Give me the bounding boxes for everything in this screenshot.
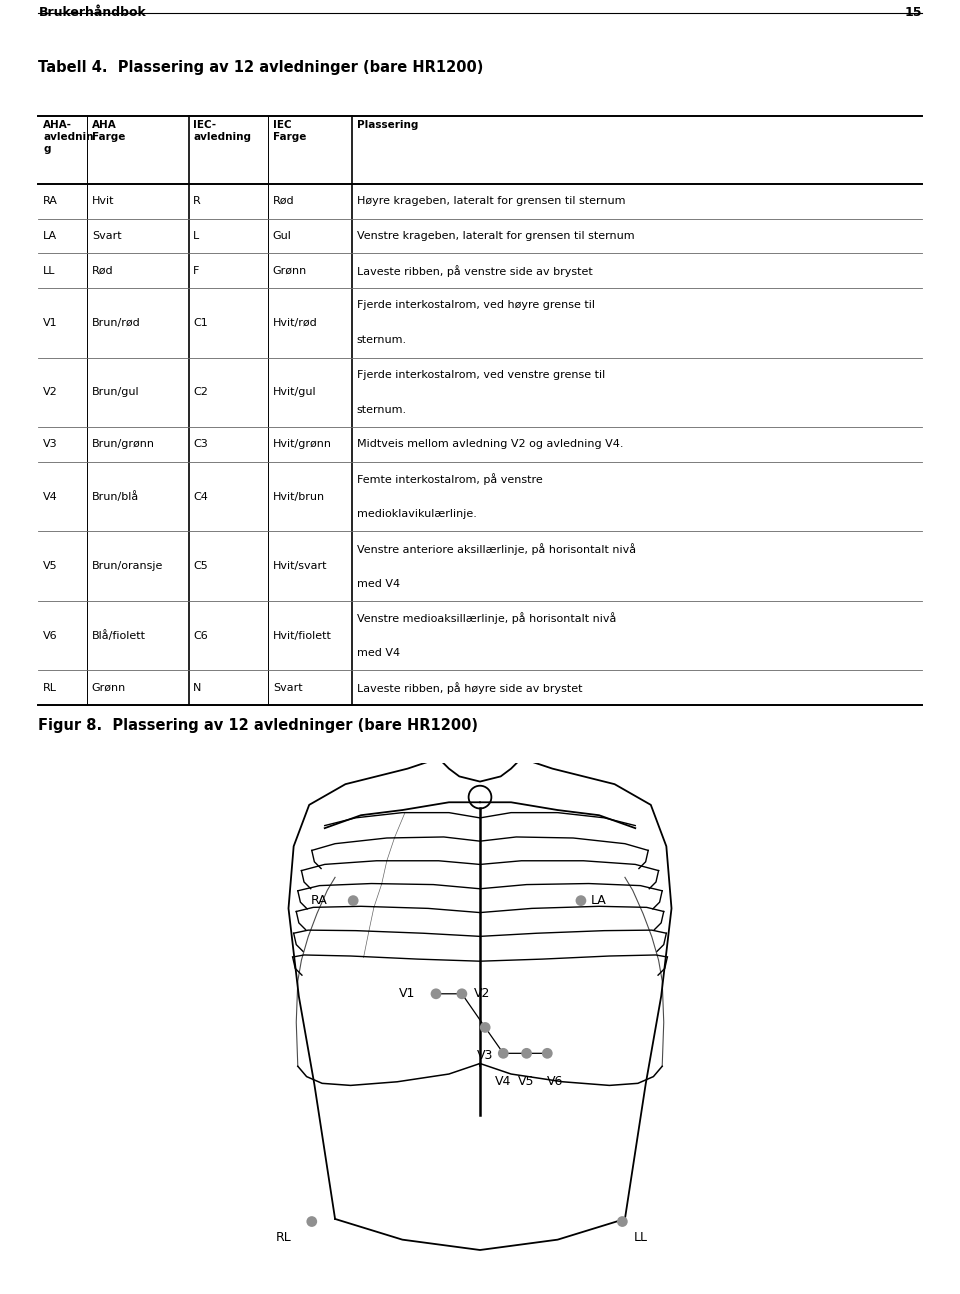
Text: Grønn: Grønn — [92, 683, 126, 692]
Text: Høyre krageben, lateralt for grensen til sternum: Høyre krageben, lateralt for grensen til… — [357, 197, 625, 206]
Text: Svart: Svart — [92, 230, 121, 241]
Text: C5: C5 — [193, 562, 208, 571]
Text: C3: C3 — [193, 440, 208, 449]
Text: Svart: Svart — [273, 683, 302, 692]
Text: Rød: Rød — [273, 197, 295, 206]
Point — [428, 983, 444, 1004]
Point — [495, 1043, 511, 1064]
Point — [573, 890, 588, 911]
Text: Brukerhåndbok: Brukerhåndbok — [38, 5, 146, 19]
Text: Plassering: Plassering — [357, 120, 419, 131]
Text: LA: LA — [43, 230, 58, 241]
Text: V3: V3 — [43, 440, 58, 449]
Text: Hvit/brun: Hvit/brun — [273, 492, 324, 502]
Text: V4: V4 — [43, 492, 58, 502]
Text: V2: V2 — [474, 987, 491, 1000]
Point — [454, 983, 469, 1004]
Text: L: L — [193, 230, 200, 241]
Text: Hvit/grønn: Hvit/grønn — [273, 440, 332, 449]
Text: C4: C4 — [193, 492, 208, 502]
Text: AHA-
avlednin
g: AHA- avlednin g — [43, 120, 94, 154]
Text: Brun/oransje: Brun/oransje — [92, 562, 163, 571]
Text: C2: C2 — [193, 387, 208, 397]
Text: Gul: Gul — [273, 230, 292, 241]
Text: C6: C6 — [193, 630, 208, 641]
Text: V4: V4 — [495, 1075, 512, 1088]
Text: Laveste ribben, på venstre side av brystet: Laveste ribben, på venstre side av bryst… — [357, 265, 592, 277]
Text: Midtveis mellom avledning V2 og avledning V4.: Midtveis mellom avledning V2 og avlednin… — [357, 440, 623, 449]
Text: Brun/grønn: Brun/grønn — [92, 440, 155, 449]
Text: V5: V5 — [518, 1075, 535, 1088]
Text: N: N — [193, 683, 202, 692]
Text: IEC-
avledning: IEC- avledning — [193, 120, 252, 142]
Text: Venstre krageben, lateralt for grensen til sternum: Venstre krageben, lateralt for grensen t… — [357, 230, 635, 241]
Text: Hvit: Hvit — [92, 197, 114, 206]
Text: Rød: Rød — [92, 265, 113, 276]
Text: LA: LA — [591, 894, 607, 907]
Text: V1: V1 — [43, 318, 58, 327]
Text: V6: V6 — [547, 1075, 564, 1088]
Text: Hvit/svart: Hvit/svart — [273, 562, 327, 571]
Text: sternum.: sternum. — [357, 335, 407, 345]
Point — [477, 1017, 492, 1038]
Text: V2: V2 — [43, 387, 58, 397]
Text: RA: RA — [43, 197, 58, 206]
Text: C1: C1 — [193, 318, 208, 327]
Text: V5: V5 — [43, 562, 58, 571]
Text: sternum.: sternum. — [357, 405, 407, 414]
Text: Blå/fiolett: Blå/fiolett — [92, 630, 146, 641]
Text: Laveste ribben, på høyre side av brystet: Laveste ribben, på høyre side av brystet — [357, 682, 582, 694]
Text: Brun/rød: Brun/rød — [92, 318, 140, 327]
Text: Hvit/fiolett: Hvit/fiolett — [273, 630, 332, 641]
Text: RA: RA — [311, 894, 328, 907]
Text: F: F — [193, 265, 200, 276]
Point — [614, 1211, 630, 1232]
Point — [519, 1043, 535, 1064]
Text: Hvit/gul: Hvit/gul — [273, 387, 317, 397]
Text: LL: LL — [634, 1231, 647, 1244]
Text: Fjerde interkostalrom, ved venstre grense til: Fjerde interkostalrom, ved venstre grens… — [357, 370, 605, 380]
Text: V6: V6 — [43, 630, 58, 641]
Text: LL: LL — [43, 265, 56, 276]
Text: Femte interkostalrom, på venstre: Femte interkostalrom, på venstre — [357, 474, 542, 485]
Text: med V4: med V4 — [357, 578, 400, 589]
Point — [346, 890, 361, 911]
Text: Venstre medioaksillærlinje, på horisontalt nivå: Venstre medioaksillærlinje, på horisonta… — [357, 612, 616, 624]
Text: Grønn: Grønn — [273, 265, 307, 276]
Text: med V4: med V4 — [357, 648, 400, 659]
Point — [304, 1211, 320, 1232]
Text: 15: 15 — [904, 5, 922, 19]
Text: R: R — [193, 197, 201, 206]
Point — [540, 1043, 555, 1064]
Text: Brun/gul: Brun/gul — [92, 387, 139, 397]
Text: Figur 8.  Plassering av 12 avledninger (bare HR1200): Figur 8. Plassering av 12 avledninger (b… — [38, 718, 478, 734]
Text: V1: V1 — [399, 987, 416, 1000]
Text: Hvit/rød: Hvit/rød — [273, 318, 318, 327]
Text: Brun/blå: Brun/blå — [92, 492, 139, 502]
Text: RL: RL — [43, 683, 58, 692]
Text: medioklavikulærlinje.: medioklavikulærlinje. — [357, 509, 476, 519]
Text: V3: V3 — [477, 1049, 493, 1062]
Text: AHA
Farge: AHA Farge — [92, 120, 125, 142]
Text: RL: RL — [276, 1231, 291, 1244]
Text: IEC
Farge: IEC Farge — [273, 120, 306, 142]
Text: Tabell 4.  Plassering av 12 avledninger (bare HR1200): Tabell 4. Plassering av 12 avledninger (… — [38, 60, 484, 75]
Text: Venstre anteriore aksillærlinje, på horisontalt nivå: Venstre anteriore aksillærlinje, på hori… — [357, 542, 636, 555]
Text: Fjerde interkostalrom, ved høyre grense til: Fjerde interkostalrom, ved høyre grense … — [357, 300, 595, 311]
